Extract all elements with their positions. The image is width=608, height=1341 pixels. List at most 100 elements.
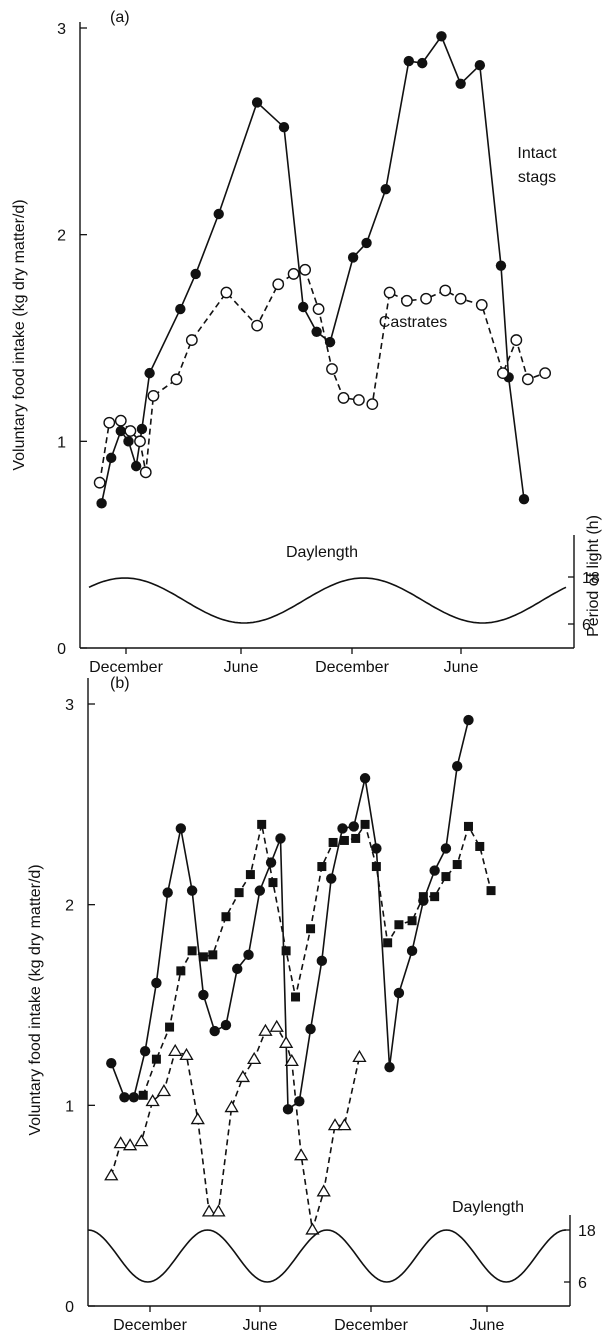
series-1-point-27 bbox=[521, 373, 534, 386]
series-2-point-1 bbox=[113, 1136, 128, 1149]
series-0-point-22 bbox=[474, 59, 486, 71]
series-0-point-16 bbox=[361, 237, 372, 249]
series-1-point-24 bbox=[418, 892, 428, 902]
series-1-point-14 bbox=[312, 303, 325, 315]
series-2-point-12 bbox=[235, 1069, 251, 1083]
x-label-3: June bbox=[444, 659, 479, 676]
y-tick-label-0: 0 bbox=[57, 641, 66, 658]
series-1-point-18 bbox=[351, 833, 361, 843]
panel-b-label: (b) bbox=[110, 675, 130, 692]
series-0-point-2 bbox=[128, 1092, 140, 1103]
x-label-2: December bbox=[334, 1317, 408, 1334]
panel-a-legend: Intact stags Castrates bbox=[379, 145, 557, 331]
series-1-point-28 bbox=[539, 367, 552, 380]
series-2-point-23 bbox=[352, 1049, 367, 1063]
series-1-point-4 bbox=[187, 946, 197, 956]
series-1-point-3 bbox=[124, 425, 137, 437]
series-0-point-24 bbox=[371, 843, 382, 854]
series-2-point-10 bbox=[211, 1204, 226, 1217]
chart-panel-b: (b) Voluntary food intake (kg dry matter… bbox=[27, 675, 596, 1334]
series-0-point-17 bbox=[380, 184, 391, 195]
series-0-point-19 bbox=[316, 955, 328, 967]
right-tick-label-18: 18 bbox=[582, 570, 600, 587]
series-0-point-22 bbox=[348, 821, 359, 832]
series-2-point-14 bbox=[258, 1023, 273, 1036]
series-1-point-25 bbox=[496, 367, 509, 380]
series-1-point-2 bbox=[165, 1022, 175, 1032]
panel-a-axes bbox=[79, 22, 575, 649]
chart-panel-a: (a) Voluntary food intake (kg dry matter… bbox=[11, 9, 602, 676]
series-1-point-26 bbox=[441, 872, 451, 882]
series-0-point-15 bbox=[347, 252, 359, 263]
series-0-point-32 bbox=[463, 714, 474, 726]
series-1-point-11 bbox=[268, 878, 278, 888]
series-0-line bbox=[100, 34, 525, 504]
series-0-point-10 bbox=[251, 97, 263, 108]
series-1-point-19 bbox=[383, 286, 396, 299]
series-0-point-16 bbox=[282, 1104, 294, 1115]
series-0-point-8 bbox=[190, 268, 201, 280]
series-1-point-19 bbox=[360, 819, 370, 829]
panel-a-daylength: Daylength 6 18 Period of light (h) bbox=[88, 515, 602, 637]
series-0-point-27 bbox=[406, 945, 418, 957]
panel-b-right-ticks: 18 6 bbox=[564, 1223, 596, 1292]
y-tick-label-0: 0 bbox=[65, 1299, 74, 1316]
panel-a-series bbox=[93, 31, 552, 509]
series-2-point-17 bbox=[284, 1053, 299, 1067]
series-0-point-20 bbox=[436, 31, 447, 42]
series-0-point-18 bbox=[305, 1023, 316, 1035]
series-0-point-11 bbox=[278, 122, 290, 133]
series-1-point-22 bbox=[439, 284, 452, 297]
series-1-point-8 bbox=[185, 334, 198, 346]
series-0-point-5 bbox=[162, 887, 173, 898]
series-0-point-20 bbox=[326, 873, 337, 884]
series-2-point-0 bbox=[104, 1168, 119, 1181]
series-2-point-9 bbox=[201, 1204, 217, 1217]
series-1-point-23 bbox=[407, 916, 417, 926]
series-0-point-13 bbox=[311, 326, 322, 337]
series-0-point-1 bbox=[106, 452, 117, 464]
series-2-point-22 bbox=[337, 1118, 352, 1131]
panel-a-right-axis-label: Period of light (h) bbox=[585, 515, 602, 637]
series-1-point-10 bbox=[251, 319, 264, 332]
series-0-point-0 bbox=[96, 498, 107, 509]
series-0-point-14 bbox=[324, 336, 336, 348]
series-1-point-7 bbox=[221, 912, 231, 922]
series-1-point-20 bbox=[400, 294, 413, 307]
series-1-point-12 bbox=[281, 946, 291, 956]
series-0-point-23 bbox=[495, 260, 507, 271]
series-1-point-13 bbox=[299, 263, 312, 276]
series-1-point-12 bbox=[287, 268, 300, 280]
right-tick-label-18: 18 bbox=[578, 1223, 596, 1240]
series-1-point-27 bbox=[452, 860, 462, 870]
series-0-point-31 bbox=[452, 761, 463, 772]
series-1-point-6 bbox=[208, 950, 218, 960]
panel-b-y-ticks: 0 1 2 3 bbox=[65, 697, 95, 1316]
series-1-point-0 bbox=[138, 1090, 148, 1100]
series-0-point-4 bbox=[151, 977, 162, 989]
panel-a-label: (a) bbox=[110, 9, 130, 26]
series-1-point-4 bbox=[134, 435, 146, 448]
series-0-point-7 bbox=[186, 885, 198, 896]
series-0-point-26 bbox=[393, 987, 405, 999]
series-1-point-1 bbox=[151, 1054, 161, 1064]
series-0-point-3 bbox=[123, 436, 134, 447]
series-1-point-26 bbox=[510, 334, 523, 346]
series-0-point-9 bbox=[213, 208, 224, 220]
series-1-point-8 bbox=[234, 888, 244, 898]
series-2-point-8 bbox=[190, 1112, 205, 1125]
series-1-point-21 bbox=[383, 938, 393, 948]
panel-a-y-ticks: 0 1 2 3 bbox=[57, 21, 87, 658]
series-1-point-21 bbox=[420, 292, 432, 305]
x-label-0: December bbox=[113, 1317, 187, 1334]
series-0-point-21 bbox=[455, 78, 466, 90]
y-tick-label-2: 2 bbox=[65, 898, 74, 915]
series-1-point-17 bbox=[339, 835, 349, 845]
series-0-point-29 bbox=[429, 865, 440, 876]
series-1-point-18 bbox=[366, 398, 379, 411]
series-1-point-17 bbox=[352, 394, 365, 406]
series-1-point-16 bbox=[337, 392, 350, 404]
series-2-point-2 bbox=[122, 1138, 138, 1151]
panel-a-daylength-label: Daylength bbox=[286, 544, 358, 561]
series-2-point-5 bbox=[156, 1084, 172, 1097]
